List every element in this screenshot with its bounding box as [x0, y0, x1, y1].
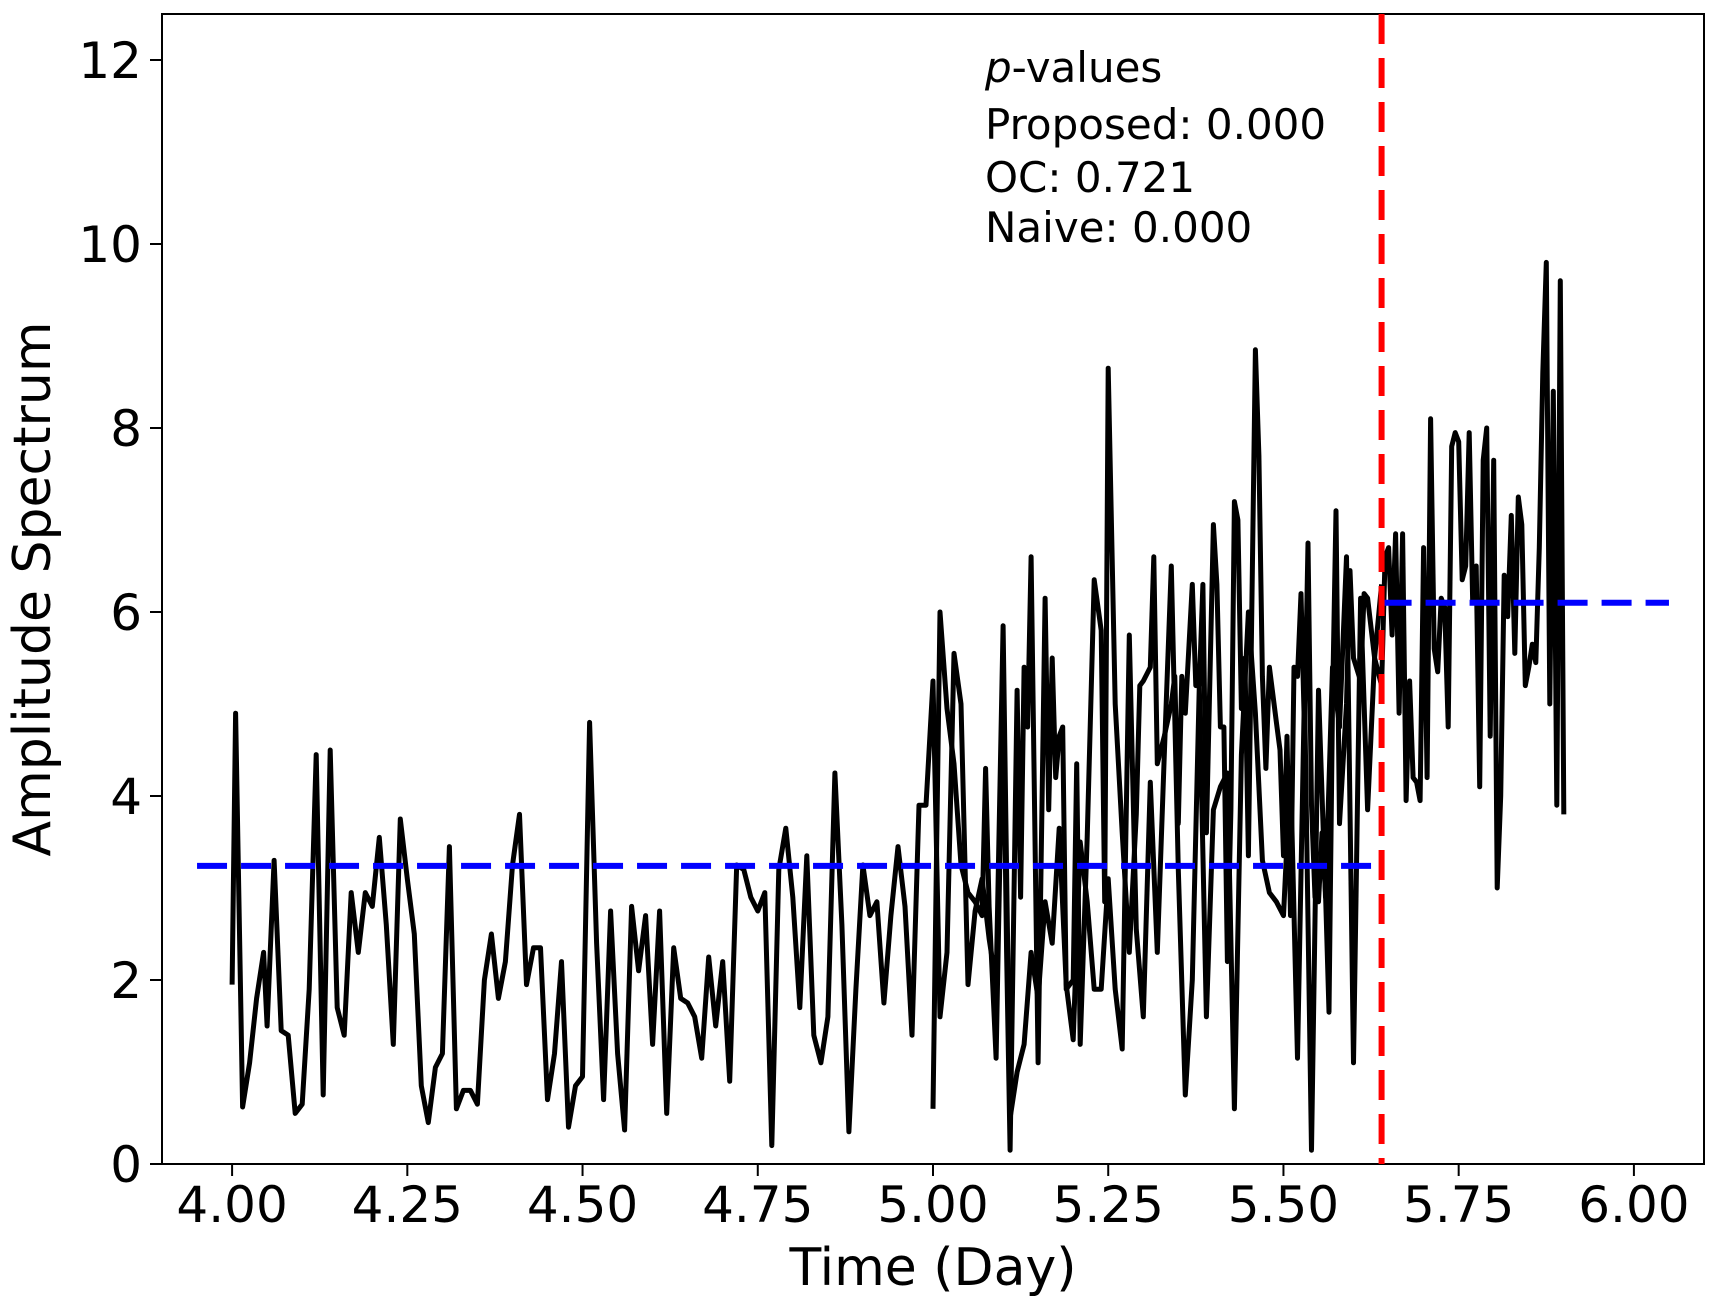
y-tick-label: 0: [110, 1136, 142, 1194]
x-tick-label: 4.00: [176, 1176, 287, 1234]
x-tick-label: 4.50: [527, 1176, 638, 1234]
x-tick-label: 4.25: [352, 1176, 463, 1234]
annotation-proposed: Proposed: 0.000: [985, 100, 1326, 149]
x-axis-label: Time (Day): [788, 1238, 1076, 1298]
y-axis-label: Amplitude Spectrum: [3, 322, 63, 857]
y-tick-label: 6: [110, 584, 142, 642]
annotation-oc: OC: 0.721: [985, 153, 1195, 202]
y-tick-label: 2: [110, 952, 142, 1010]
x-tick-label: 5.50: [1228, 1176, 1339, 1234]
axis-ticks: 4.00 4.25 4.50 4.75 5.00 5.25 5.50 5.75 6.00 0 2 4 6…: [78, 32, 1689, 1234]
x-tick-label: 4.75: [702, 1176, 813, 1234]
y-tick-label: 12: [78, 32, 142, 90]
y-tick-label: 4: [110, 768, 142, 826]
x-tick-label: 6.00: [1578, 1176, 1689, 1234]
plot-content: [197, 14, 1669, 1164]
p-values-annotation: p-values Proposed: 0.000 OC: 0.721 Naive…: [984, 43, 1326, 252]
x-tick-label: 5.00: [877, 1176, 988, 1234]
y-tick-label: 8: [110, 400, 142, 458]
x-tick-label: 5.75: [1403, 1176, 1514, 1234]
y-tick-label: 10: [78, 216, 142, 274]
x-tick-label: 5.25: [1053, 1176, 1164, 1234]
series-line-2: [930, 259, 1567, 1153]
annotation-title: p-values: [984, 43, 1162, 92]
series-line-1: [229, 554, 1385, 1153]
annotation-naive: Naive: 0.000: [985, 203, 1252, 252]
